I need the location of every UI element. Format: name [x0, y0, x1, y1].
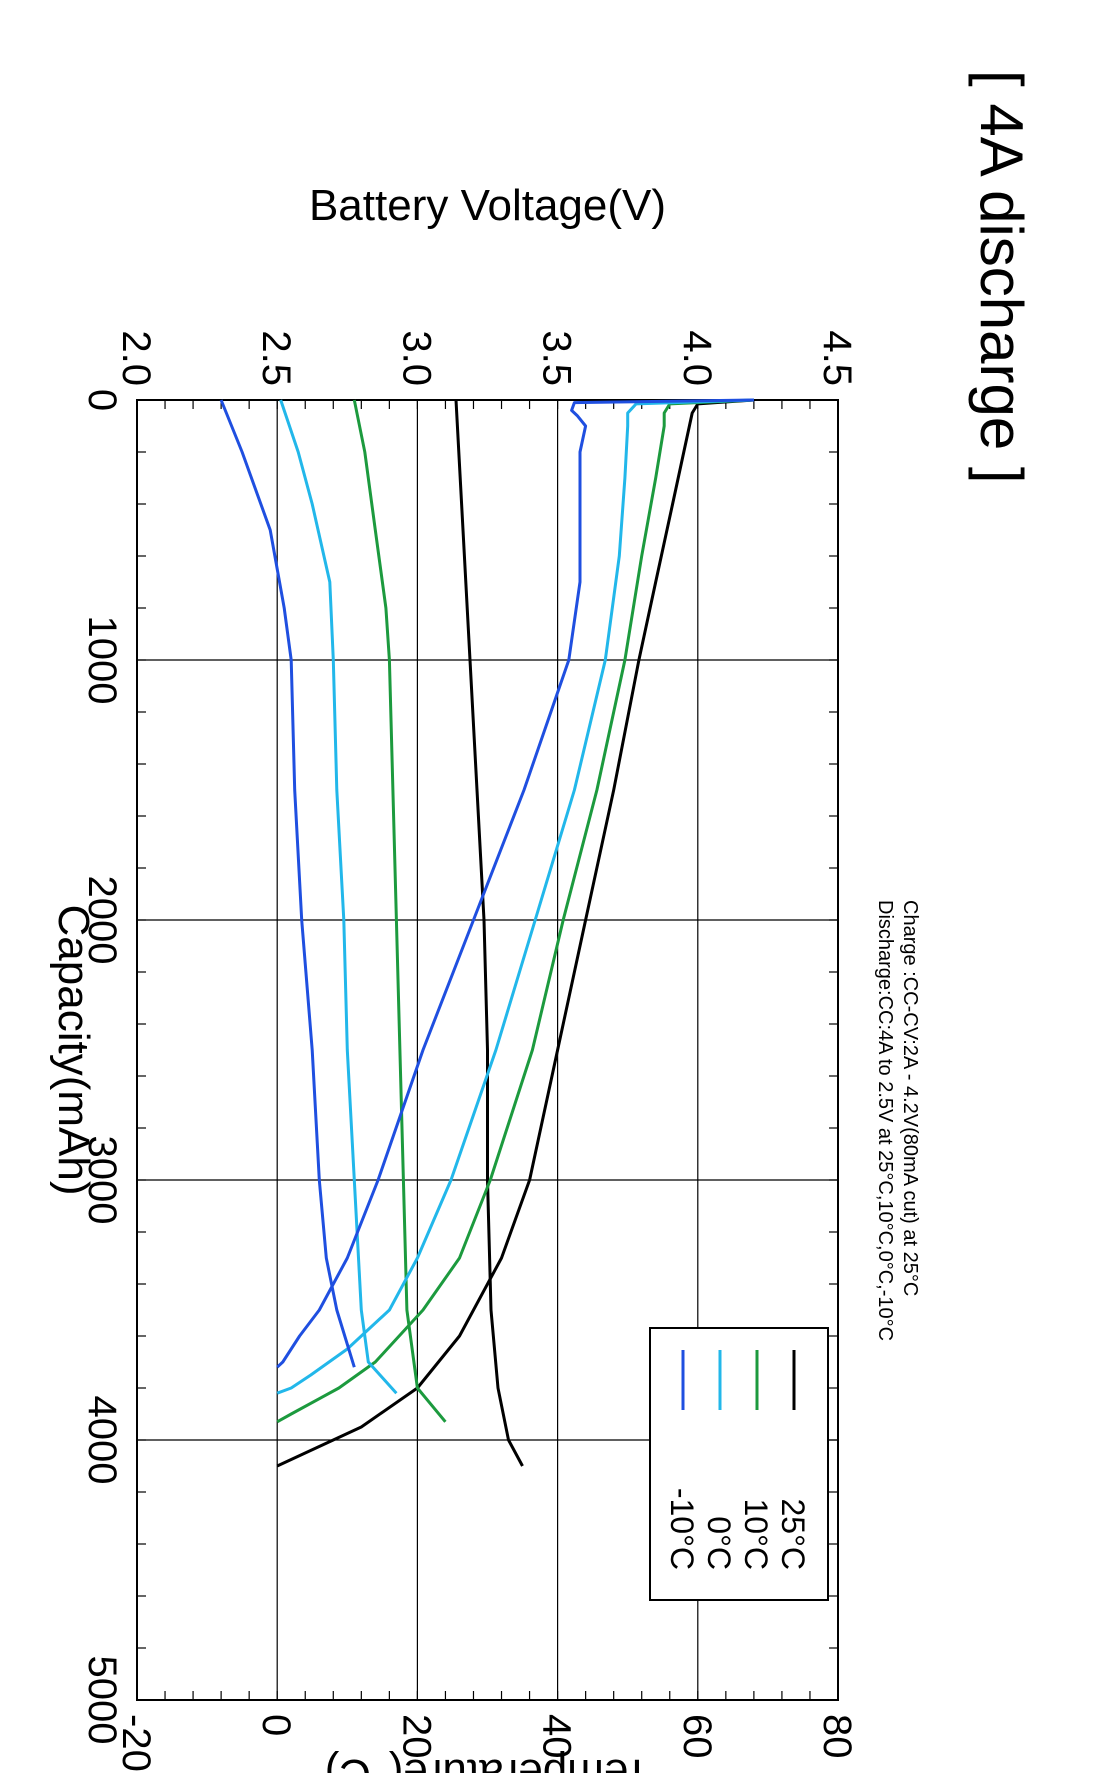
series-lines — [219, 398, 755, 1468]
temperature-line-3 — [219, 399, 356, 1368]
y-tick-label: 4.5 — [815, 330, 859, 386]
chart-title: [ 4A discharge ] — [968, 70, 1035, 484]
y-tick-label: 2.0 — [114, 330, 158, 386]
y-tick-label: 3.5 — [535, 330, 579, 386]
legend-label: 10°C — [738, 1499, 774, 1571]
legend: 25°C10°C0°C-10°C — [649, 1327, 829, 1601]
legend-label: -10°C — [664, 1488, 700, 1570]
voltage-line-3 — [276, 398, 754, 1369]
y-tick-label: 3.0 — [394, 330, 438, 386]
x-axis-title: Capacity(mAh) — [49, 905, 98, 1196]
y2-tick-label: 0 — [254, 1714, 298, 1736]
temperature-line-1 — [352, 399, 447, 1423]
legend-box — [649, 1327, 829, 1601]
temperature-line-2 — [279, 399, 398, 1395]
x-tick-label: 0 — [80, 389, 124, 411]
y-tick-label: 2.5 — [254, 330, 298, 386]
legend-label: 25°C — [775, 1499, 811, 1571]
y-tick-label: 4.0 — [675, 330, 719, 386]
temperature-line-0 — [454, 399, 524, 1467]
voltage-line-1 — [276, 398, 754, 1424]
y2-axis-title: Temperature(°C) — [325, 1750, 651, 1773]
y2-tick-label: 60 — [675, 1714, 719, 1759]
charge-condition-note: Charge :CC-CV:2A - 4.2V(80mA cut) at 25°… — [899, 900, 921, 1296]
y-axis-title: Battery Voltage(V) — [309, 181, 666, 230]
voltage-line-2 — [276, 398, 754, 1395]
y2-tick-label: 40 — [535, 1714, 579, 1759]
plot-frame — [136, 399, 839, 1701]
legend-label: 0°C — [701, 1516, 737, 1570]
discharge-condition-note: Discharge:CC:4A to 2.5V at 25°C,10°C,0°C… — [874, 900, 896, 1341]
axis-labels: [ 4A discharge ] Capacity(mAh) Battery V… — [49, 70, 1035, 1778]
y2-tick-label: -20 — [114, 1714, 158, 1772]
y2-tick-label: 20 — [394, 1714, 438, 1759]
x-tick-label: 1000 — [80, 616, 124, 705]
x-tick-label: 2000 — [80, 876, 124, 965]
y2-tick-label: 80 — [815, 1714, 859, 1759]
x-tick-label: 4000 — [80, 1396, 124, 1485]
x-tick-label: 5000 — [80, 1656, 124, 1745]
x-tick-label: 3000 — [80, 1136, 124, 1225]
voltage-line-0 — [276, 398, 755, 1468]
